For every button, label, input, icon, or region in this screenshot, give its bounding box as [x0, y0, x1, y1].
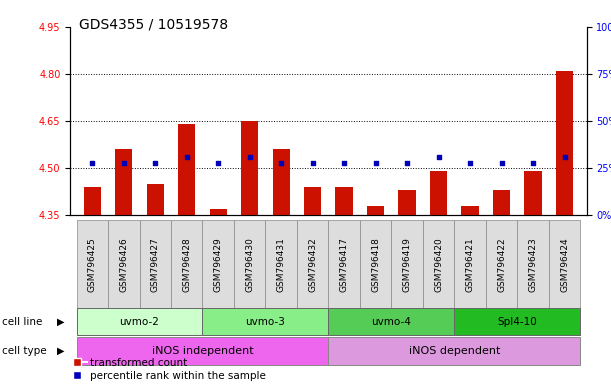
Text: iNOS independent: iNOS independent: [152, 346, 254, 356]
Point: [371, 160, 381, 166]
Bar: [430, 171, 447, 215]
FancyBboxPatch shape: [329, 308, 455, 336]
FancyBboxPatch shape: [76, 220, 108, 309]
FancyBboxPatch shape: [139, 220, 171, 309]
Text: GSM796419: GSM796419: [403, 237, 412, 292]
Bar: [556, 71, 573, 215]
Text: GSM796421: GSM796421: [466, 237, 475, 292]
FancyBboxPatch shape: [297, 220, 329, 309]
Point: [308, 160, 318, 166]
FancyBboxPatch shape: [329, 338, 580, 365]
FancyBboxPatch shape: [455, 308, 580, 336]
Text: ▶: ▶: [57, 346, 64, 356]
FancyBboxPatch shape: [360, 220, 392, 309]
Bar: [304, 187, 321, 215]
Bar: [178, 124, 196, 215]
Text: GSM796417: GSM796417: [340, 237, 349, 292]
FancyBboxPatch shape: [518, 220, 549, 309]
Point: [402, 160, 412, 166]
Bar: [524, 171, 542, 215]
FancyBboxPatch shape: [234, 220, 265, 309]
Bar: [147, 184, 164, 215]
FancyBboxPatch shape: [486, 220, 518, 309]
Text: GSM796422: GSM796422: [497, 237, 506, 292]
Bar: [493, 190, 510, 215]
Point: [276, 160, 286, 166]
Text: GSM796432: GSM796432: [308, 237, 317, 292]
Legend: transformed count, percentile rank within the sample: transformed count, percentile rank withi…: [67, 358, 266, 381]
Point: [182, 154, 192, 160]
Text: cell line: cell line: [2, 316, 42, 327]
FancyBboxPatch shape: [392, 220, 423, 309]
Point: [213, 160, 223, 166]
FancyBboxPatch shape: [76, 338, 329, 365]
Text: iNOS dependent: iNOS dependent: [409, 346, 500, 356]
Bar: [273, 149, 290, 215]
Point: [434, 154, 444, 160]
FancyBboxPatch shape: [423, 220, 455, 309]
Text: cell type: cell type: [2, 346, 46, 356]
FancyBboxPatch shape: [329, 220, 360, 309]
FancyBboxPatch shape: [108, 220, 139, 309]
Bar: [241, 121, 258, 215]
Text: GSM796430: GSM796430: [245, 237, 254, 292]
Text: GDS4355 / 10519578: GDS4355 / 10519578: [79, 17, 229, 31]
Point: [465, 160, 475, 166]
Point: [150, 160, 160, 166]
Point: [245, 154, 255, 160]
FancyBboxPatch shape: [265, 220, 297, 309]
Text: GSM796424: GSM796424: [560, 237, 569, 292]
FancyBboxPatch shape: [455, 220, 486, 309]
Text: uvmo-2: uvmo-2: [120, 316, 159, 327]
Text: GSM796431: GSM796431: [277, 237, 286, 292]
Bar: [84, 187, 101, 215]
Text: GSM796427: GSM796427: [151, 237, 159, 292]
Text: Spl4-10: Spl4-10: [497, 316, 537, 327]
Bar: [335, 187, 353, 215]
Text: GSM796425: GSM796425: [88, 237, 97, 292]
Bar: [115, 149, 133, 215]
FancyBboxPatch shape: [202, 220, 234, 309]
FancyBboxPatch shape: [171, 220, 202, 309]
Text: uvmo-4: uvmo-4: [371, 316, 411, 327]
Text: ▶: ▶: [57, 316, 64, 327]
Text: GSM796418: GSM796418: [371, 237, 380, 292]
Point: [87, 160, 97, 166]
Point: [497, 160, 507, 166]
Text: GSM796428: GSM796428: [182, 237, 191, 292]
Text: GSM796429: GSM796429: [214, 237, 223, 292]
Point: [528, 160, 538, 166]
Bar: [367, 205, 384, 215]
Point: [119, 160, 129, 166]
FancyBboxPatch shape: [76, 308, 202, 336]
Point: [339, 160, 349, 166]
Point: [560, 154, 569, 160]
FancyBboxPatch shape: [202, 308, 329, 336]
Bar: [398, 190, 415, 215]
FancyBboxPatch shape: [549, 220, 580, 309]
Text: GSM796423: GSM796423: [529, 237, 538, 292]
Text: uvmo-3: uvmo-3: [246, 316, 285, 327]
Bar: [210, 209, 227, 215]
Bar: [461, 205, 479, 215]
Text: GSM796426: GSM796426: [119, 237, 128, 292]
Text: GSM796420: GSM796420: [434, 237, 443, 292]
